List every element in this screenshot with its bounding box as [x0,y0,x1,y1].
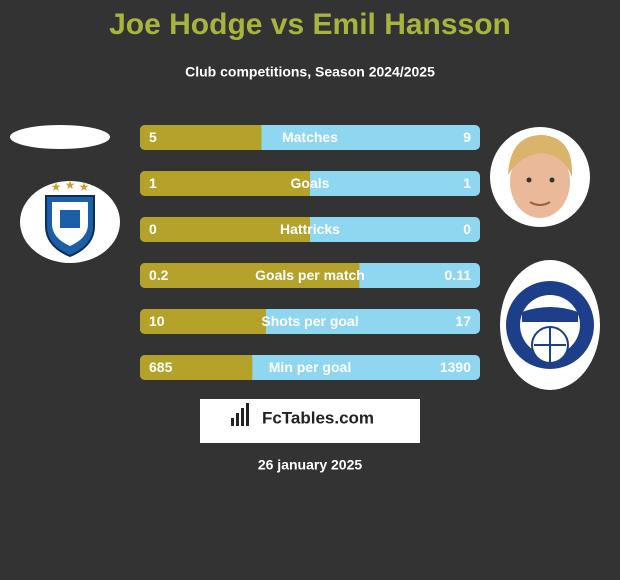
subtitle: Club competitions, Season 2024/2025 [185,64,435,80]
row-label: Matches [282,129,338,145]
comparison-rows: Matches 5 9 Goals 1 1 Hattricks 0 0 Goals per mat… [140,125,480,380]
right-value: 17 [455,313,471,329]
svg-text:★: ★ [51,180,62,194]
title: Joe Hodge vs Emil Hansson [109,8,511,41]
bar-left-fix [256,125,262,150]
bar-left-fix [247,355,253,380]
svg-text:★: ★ [65,178,76,192]
row-label: Shots per goal [261,313,358,329]
bar-left [140,309,266,334]
row-label: Min per goal [269,359,351,375]
row-label: Goals [291,175,330,191]
right-value: 0 [463,221,471,237]
right-value: 1 [463,175,471,191]
bar-left [140,355,253,380]
brand-text: FcTables.com [262,408,374,427]
left-value: 0 [149,221,157,237]
svg-text:★: ★ [79,180,90,194]
left-value: 5 [149,129,157,145]
placeholder-oval [10,125,110,149]
row-label: Hattricks [280,221,340,237]
left-value: 1 [149,175,157,191]
left-value: 10 [149,313,165,329]
brand-icon [231,403,249,426]
row-label: Goals per match [255,267,365,283]
bar-left-fix [354,263,360,288]
left-club-logo: ★ ★ ★ [20,178,120,263]
date: 26 january 2025 [258,457,363,473]
bar-left-fix [260,309,266,334]
bar-left [140,171,310,196]
right-club-logo [500,260,600,390]
left-value: 0.2 [149,267,169,283]
bar-left-fix [305,171,310,196]
right-value: 9 [463,129,471,145]
left-value: 685 [149,359,173,375]
bar-left [140,125,262,150]
right-value: 0.11 [445,267,472,283]
right-value: 1390 [440,359,471,375]
right-player-photo [490,127,590,227]
bar-left [140,263,360,288]
bar-left-fix [305,217,310,242]
bar-left [140,217,310,242]
